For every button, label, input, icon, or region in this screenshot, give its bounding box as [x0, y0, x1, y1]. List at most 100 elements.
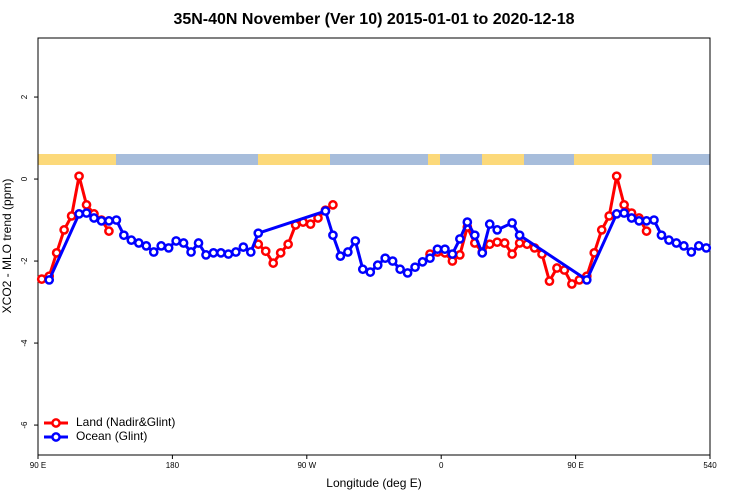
- data-point: [641, 216, 652, 226]
- data-point: [268, 258, 279, 268]
- data-point: [74, 209, 84, 219]
- data-point: [81, 208, 92, 218]
- data-point: [245, 247, 256, 257]
- data-point: [462, 217, 473, 227]
- data-point: [611, 209, 622, 219]
- data-point: [163, 243, 174, 253]
- data-point: [626, 213, 637, 223]
- y-tick-label: 2: [20, 94, 29, 99]
- x-tick-label: 90 E: [30, 461, 46, 470]
- data-point: [223, 249, 234, 259]
- x-tick-label: 0: [439, 461, 444, 470]
- data-point: [387, 256, 398, 266]
- y-tick-label: -2: [20, 257, 29, 265]
- legend-marker: [51, 418, 61, 428]
- data-point: [611, 171, 622, 182]
- data-point: [380, 253, 391, 264]
- data-point: [328, 200, 338, 210]
- data-point: [417, 257, 428, 267]
- data-point: [649, 215, 659, 225]
- data-point: [89, 213, 99, 223]
- y-tick-label: -4: [20, 339, 29, 347]
- data-point: [596, 225, 607, 235]
- data-point: [208, 248, 219, 258]
- data-point: [283, 239, 293, 250]
- chart-title: 35N-40N November (Ver 10) 2015-01-01 to …: [173, 11, 574, 28]
- data-point: [335, 251, 346, 261]
- data-point: [455, 250, 465, 260]
- data-point: [693, 241, 704, 251]
- data-point: [432, 244, 443, 255]
- data-point: [656, 230, 667, 241]
- land-band: [258, 154, 330, 165]
- data-point: [365, 267, 376, 277]
- data-point: [96, 216, 107, 226]
- data-point: [492, 225, 503, 235]
- data-point: [328, 230, 338, 241]
- data-point: [260, 246, 271, 257]
- y-axis-title: XCO2 - MLO trend (ppm): [0, 179, 14, 314]
- data-point: [133, 238, 144, 248]
- data-point: [567, 279, 577, 289]
- data-point: [372, 260, 383, 271]
- data-point: [343, 247, 353, 257]
- data-point: [275, 248, 286, 258]
- x-tick-label: 180: [166, 461, 180, 470]
- data-point: [141, 241, 152, 251]
- x-tick-label: 540: [703, 461, 717, 470]
- data-point: [186, 247, 196, 257]
- data-point: [514, 238, 525, 248]
- land-band: [38, 154, 116, 165]
- data-point: [231, 247, 241, 257]
- data-point: [171, 236, 181, 246]
- data-point: [201, 250, 211, 260]
- legend-label: Land (Nadir&Glint): [76, 415, 175, 429]
- data-point: [402, 268, 413, 278]
- data-point: [119, 230, 129, 241]
- legend-marker: [51, 432, 61, 442]
- data-point: [425, 253, 435, 264]
- data-point: [350, 236, 361, 246]
- data-point: [619, 208, 629, 218]
- data-point: [44, 275, 55, 285]
- ocean-band: [38, 154, 710, 165]
- x-tick-label: 90 E: [567, 461, 583, 470]
- data-point: [148, 247, 159, 257]
- land-band: [574, 154, 652, 165]
- y-tick-label: -6: [20, 421, 29, 429]
- data-point: [216, 248, 226, 258]
- data-point: [193, 238, 204, 248]
- data-point: [36, 274, 47, 284]
- x-tick-label: 90 W: [297, 461, 316, 470]
- data-point: [104, 216, 114, 226]
- data-point: [156, 241, 167, 251]
- land-band: [482, 154, 524, 165]
- data-point: [440, 244, 450, 255]
- data-point: [484, 239, 495, 250]
- data-point: [507, 218, 517, 228]
- data-point: [59, 225, 69, 235]
- data-point: [395, 264, 405, 275]
- data-point: [664, 235, 674, 245]
- legend-label: Ocean (Glint): [76, 429, 147, 443]
- data-point: [514, 230, 525, 241]
- data-point: [544, 276, 555, 286]
- data-point: [126, 235, 137, 245]
- data-point: [671, 238, 682, 248]
- data-point: [484, 219, 495, 230]
- data-point: [507, 249, 517, 259]
- data-point: [66, 211, 77, 221]
- data-point: [581, 275, 592, 285]
- data-point: [686, 247, 697, 257]
- data-point: [477, 248, 488, 258]
- data-point: [701, 243, 712, 253]
- data-point: [447, 249, 458, 259]
- data-point: [81, 200, 92, 210]
- y-tick-label: 0: [20, 176, 29, 181]
- land-sea-strip: [38, 154, 710, 165]
- data-point: [357, 264, 368, 275]
- data-point: [178, 238, 189, 248]
- data-point: [238, 242, 249, 252]
- x-axis-title: Longitude (deg E): [326, 476, 421, 490]
